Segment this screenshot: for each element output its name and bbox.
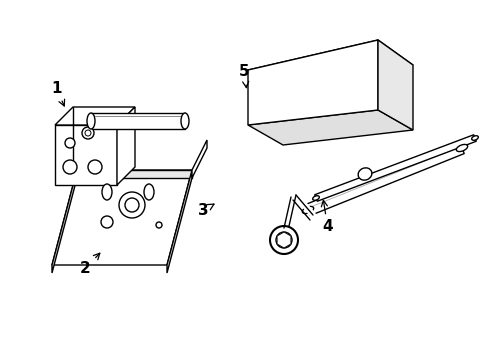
Text: 5: 5 (239, 64, 249, 87)
Ellipse shape (302, 206, 313, 213)
Circle shape (119, 192, 145, 218)
Polygon shape (52, 170, 77, 273)
Ellipse shape (357, 168, 371, 180)
Circle shape (125, 198, 139, 212)
Circle shape (82, 127, 94, 139)
Polygon shape (55, 107, 135, 125)
Polygon shape (377, 40, 412, 130)
Circle shape (275, 232, 291, 248)
Ellipse shape (102, 184, 112, 200)
Polygon shape (117, 107, 135, 185)
Polygon shape (314, 135, 475, 201)
Polygon shape (247, 40, 412, 95)
Text: 4: 4 (321, 200, 332, 234)
Ellipse shape (471, 136, 477, 140)
Ellipse shape (143, 184, 154, 200)
Circle shape (63, 160, 77, 174)
Polygon shape (77, 170, 192, 178)
Polygon shape (55, 125, 117, 185)
Circle shape (269, 226, 297, 254)
Ellipse shape (181, 113, 189, 129)
Polygon shape (277, 232, 290, 248)
Circle shape (101, 216, 113, 228)
Polygon shape (305, 143, 463, 216)
Text: 1: 1 (51, 81, 64, 106)
Circle shape (65, 138, 75, 148)
Circle shape (85, 130, 91, 136)
Ellipse shape (455, 144, 467, 152)
Polygon shape (192, 140, 206, 178)
Text: 3: 3 (197, 203, 214, 218)
Polygon shape (52, 170, 192, 265)
Polygon shape (167, 170, 192, 273)
Text: 2: 2 (80, 253, 100, 276)
Polygon shape (247, 110, 412, 145)
Circle shape (156, 222, 162, 228)
Polygon shape (91, 113, 184, 129)
Ellipse shape (87, 113, 95, 129)
Circle shape (88, 160, 102, 174)
Polygon shape (247, 40, 377, 125)
Ellipse shape (312, 196, 319, 200)
